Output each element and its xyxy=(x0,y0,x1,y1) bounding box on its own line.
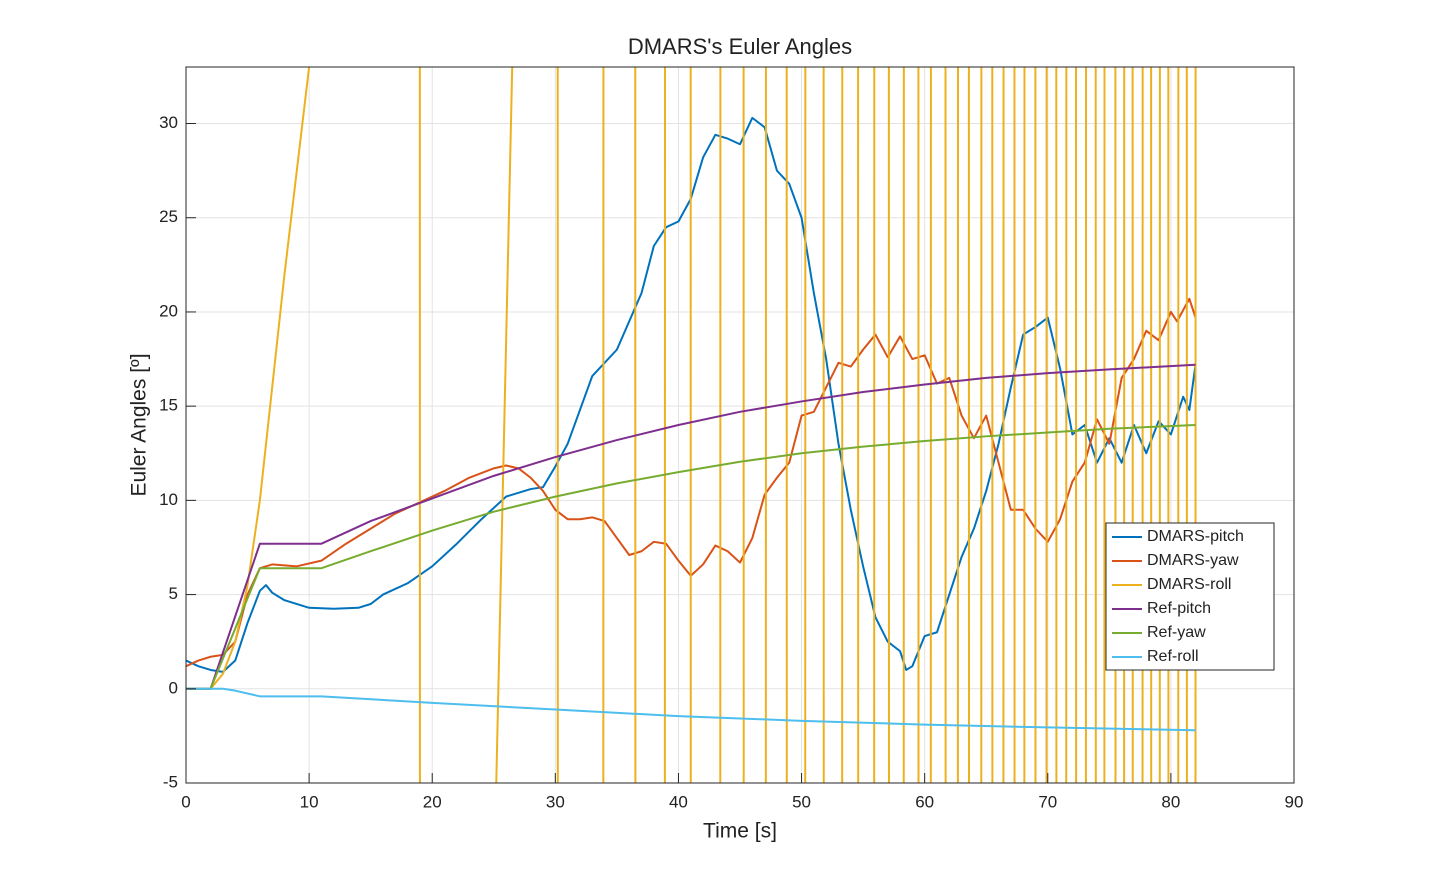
legend-label: DMARS-roll xyxy=(1147,576,1231,593)
y-tick-label: 10 xyxy=(159,490,178,509)
y-tick-label: 5 xyxy=(169,584,178,603)
x-axis-label: Time [s] xyxy=(703,820,777,843)
y-tick-label: 30 xyxy=(159,113,178,132)
x-tick-label: 90 xyxy=(1285,792,1304,811)
legend-label: Ref-yaw xyxy=(1147,624,1206,641)
y-tick-label: 0 xyxy=(169,678,178,697)
x-tick-label: 30 xyxy=(546,792,565,811)
legend: DMARS-pitch DMARS-yaw DMARS-roll Ref-pitch R… xyxy=(1105,522,1275,671)
plot-area xyxy=(186,67,1294,783)
series-line xyxy=(186,424,1196,690)
legend-label: Ref-pitch xyxy=(1147,600,1211,617)
x-tick-label: 50 xyxy=(792,792,811,811)
y-axis-label: Euler Angles [º] xyxy=(128,353,151,496)
y-tick-label: 20 xyxy=(159,301,178,320)
lines xyxy=(186,67,1197,783)
axes-box xyxy=(185,66,1295,784)
x-tick-label: 80 xyxy=(1161,792,1180,811)
series-line xyxy=(186,687,1196,732)
y-tick-label: -5 xyxy=(163,772,178,791)
y-tick-label: 15 xyxy=(159,396,178,415)
legend-label: DMARS-pitch xyxy=(1147,528,1244,545)
series-line xyxy=(186,363,1196,690)
x-tick-label: 70 xyxy=(1038,792,1057,811)
x-tick-label: 0 xyxy=(181,792,190,811)
x-tick-label: 60 xyxy=(915,792,934,811)
legend-label: Ref-roll xyxy=(1147,648,1199,665)
y-tick-label: 25 xyxy=(159,207,178,226)
legend-label: DMARS-yaw xyxy=(1147,552,1239,569)
x-tick-label: 20 xyxy=(423,792,442,811)
x-tick-label: 10 xyxy=(300,792,319,811)
x-tick-label: 40 xyxy=(669,792,688,811)
chart-title: DMARS's Euler Angles xyxy=(628,34,852,59)
legend-box xyxy=(1105,522,1275,671)
